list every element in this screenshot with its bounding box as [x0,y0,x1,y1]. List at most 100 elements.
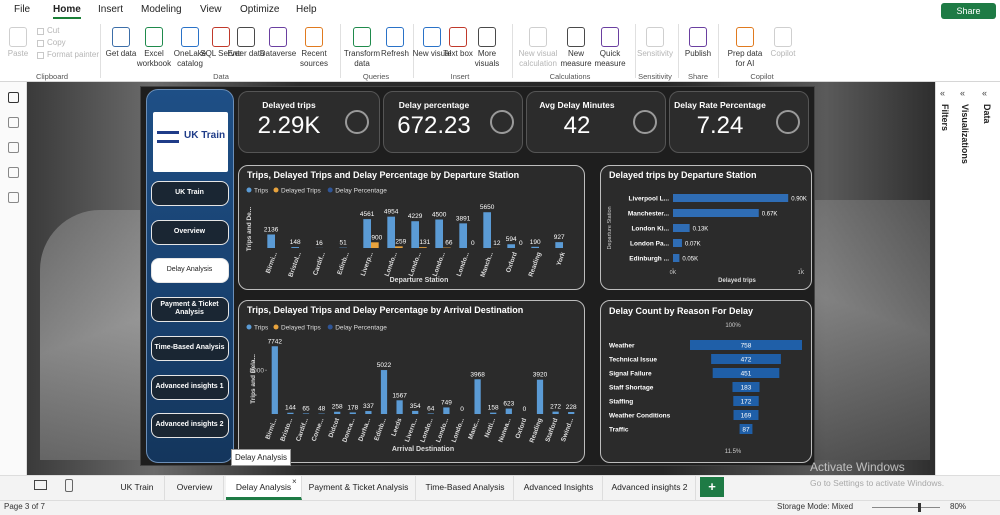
nav-button[interactable]: Advanced insights 1 [151,375,229,400]
ribbon-button[interactable]: Dataverse [256,49,300,59]
kpi-label: Avg Delay Minutes [539,100,615,110]
y-axis-label: Trips and De... [246,207,253,252]
trips-bar [459,223,467,248]
ribbon-button[interactable]: OneLake catalog [168,49,212,69]
ribbon-button[interactable]: Sensitivity [633,49,677,59]
nav-button[interactable]: Advanced insights 2 [151,413,229,438]
ribbon-tab[interactable]: Insert [98,4,124,15]
pane-tab[interactable]: Visualizations [960,104,970,164]
nav-button[interactable]: Payment & Ticket Analysis [151,297,229,322]
bar [673,239,682,247]
button-label: Enter data [227,49,265,58]
ribbon-button[interactable]: New measure [554,49,598,69]
x-tick-label: Nunea... [497,417,512,443]
ribbon-group-label: Data [213,72,229,81]
watermark-text: Go to Settings to activate Windows. [810,478,945,488]
ribbon-button[interactable]: Quick measure [588,49,632,69]
ribbon-button[interactable]: New visual [410,49,454,59]
ribbon-icon [736,27,754,47]
data-label: 65 [302,405,310,412]
x-tick-label: Londo... [451,417,466,443]
ribbon-button[interactable]: Publish [676,49,720,59]
ribbon-button[interactable]: Get data [99,49,143,59]
nav-button[interactable]: UK Train [151,181,229,206]
ribbon-tab[interactable]: Modeling [141,4,182,15]
x-tick-label: Reading [529,417,544,444]
ribbon-tab[interactable]: Home [53,4,81,19]
ribbon-button[interactable]: Recent sources [292,49,336,69]
ribbon-separator [340,24,341,78]
kpi-label: Delay Rate Percentage [674,100,766,110]
share-button[interactable]: Share [941,3,996,19]
close-tab[interactable]: × [292,477,297,486]
ribbon-tab[interactable]: View [200,4,222,15]
mobile-view-icon[interactable] [65,479,73,492]
data-label: 144 [285,405,296,412]
pane-collapse: « [940,88,946,98]
ribbon-button[interactable]: Text box [436,49,480,59]
zoom-thumb[interactable] [918,503,921,512]
ribbon-tab[interactable]: Optimize [240,4,280,15]
ribbon-icon [353,27,371,47]
nav-button[interactable]: Time-Based Analysis [151,336,229,361]
ribbon-tab[interactable]: File [14,4,31,15]
button-label: Transform data [343,49,381,68]
ribbon-button[interactable]: Format painter [47,50,100,59]
page-tab[interactable]: Delay Analysis [226,476,302,500]
delayed-bar [419,247,427,248]
ribbon-button[interactable]: Enter data [224,49,268,59]
ribbon-group-label: Clipboard [35,72,69,81]
y-tick-label: Manchester... [628,211,669,218]
data-label: 48 [318,406,326,413]
page-view-icon[interactable] [34,480,47,490]
ribbon-button[interactable]: Paste [0,49,40,59]
page-tab[interactable]: Overview [166,476,224,500]
add-page-button[interactable]: + [700,477,724,497]
ribbon-button[interactable]: Copilot [761,49,805,59]
ribbon-button[interactable]: Copy [47,38,66,47]
pane-tab[interactable]: Data [982,104,992,124]
ribbon-button[interactable]: New visual calculation [516,49,560,69]
ribbon-button[interactable]: Excel workbook [132,49,176,69]
ribbon-button[interactable]: Cut [47,26,60,35]
nav-button[interactable]: Overview [151,220,229,245]
view-icon[interactable] [8,117,19,128]
ribbon-button[interactable]: Prep data for AI [723,49,767,69]
view-icon[interactable] [8,192,19,203]
nav-button[interactable]: Delay Analysis [151,258,229,283]
legend-marker [273,324,279,330]
ribbon-button[interactable]: Transform data [340,49,384,69]
page-tab[interactable]: Advanced insights 2 [604,476,696,500]
view-icon[interactable] [8,92,19,103]
view-icon[interactable] [8,142,19,153]
watermark-title: Activate Windows [810,460,905,474]
page-tab[interactable]: Time-Based Analysis [417,476,514,500]
page-tab[interactable]: UK Train [110,476,165,500]
logo-text: UK Train [184,130,226,141]
ribbon-icon [529,27,547,47]
data-label: 1567 [392,392,407,399]
zoom-slider[interactable] [872,507,940,508]
page-tab[interactable]: Payment & Ticket Analysis [302,476,416,500]
kpi-value: 672.23 [397,112,471,139]
page-tab[interactable]: Advanced Insights [515,476,603,500]
x-tick-label: Livern... [404,417,419,443]
pane-tab[interactable]: Filters [940,104,950,132]
legend-label: Delay Percentage [335,325,387,332]
ribbon-icon [37,52,44,59]
ribbon-tab[interactable]: Help [296,4,317,15]
kpi-label: Delayed trips [262,100,316,110]
ribbon-button[interactable]: SQL Server [199,49,243,59]
legend-label: Trips [254,188,269,195]
view-icon[interactable] [8,167,19,178]
funnel-bottom-label: 11.5% [725,449,742,455]
ribbon-separator [512,24,513,78]
chart-title: Delay Count by Reason For Delay [609,306,753,316]
funnel-bar [690,340,802,350]
ribbon-button[interactable]: More visuals [465,49,509,69]
funnel-bar [712,368,780,378]
data-label: 0.67K [762,212,778,218]
button-label: Prep data for AI [727,49,763,68]
ribbon-button[interactable]: Refresh [373,49,417,59]
